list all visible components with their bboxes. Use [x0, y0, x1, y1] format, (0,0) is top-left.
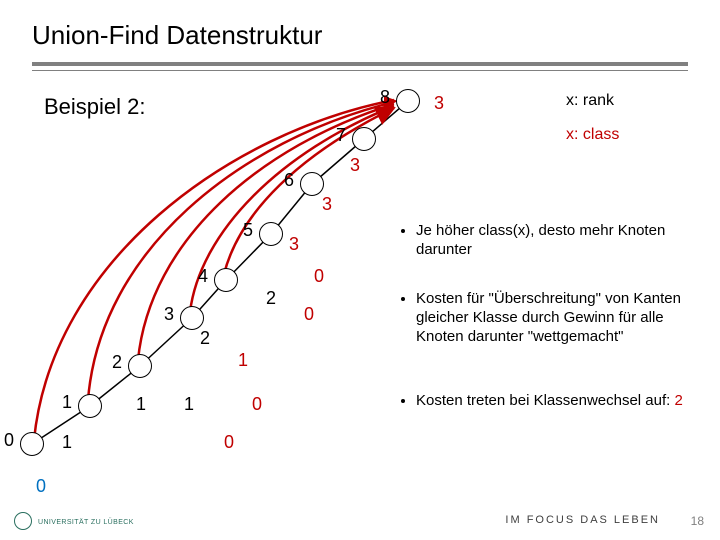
node-label-6: 6 — [284, 170, 294, 191]
node-6 — [300, 172, 324, 196]
rank-value-3: 2 — [266, 288, 276, 309]
node-5 — [259, 222, 283, 246]
node-3 — [180, 306, 204, 330]
class-value-0: 0 — [224, 432, 234, 453]
rank-zero-bottom: 0 — [36, 476, 46, 497]
divider-thick — [32, 62, 688, 66]
rank-value-1: 1 — [136, 394, 146, 415]
rank-value-2: 2 — [200, 328, 210, 349]
rank-value-0: 1 — [62, 432, 72, 453]
extra-value-1: 1 — [184, 394, 194, 415]
university-logo-icon — [14, 512, 32, 530]
class-value-4: 0 — [314, 266, 324, 287]
bullet-0: Je höher class(x), desto mehr Knoten dar… — [398, 222, 694, 260]
class-value-8: 3 — [434, 93, 444, 114]
class-value-6: 3 — [322, 194, 332, 215]
divider-thin — [32, 70, 688, 71]
bullet-2: Kosten treten bei Klassenwechsel auf: 2 — [398, 392, 694, 411]
node-4 — [214, 268, 238, 292]
slide-title: Union-Find Datenstruktur — [32, 20, 322, 51]
node-2 — [128, 354, 152, 378]
legend-rank: x: rank — [566, 92, 614, 110]
node-label-3: 3 — [164, 304, 174, 325]
footer-tag: IM FOCUS DAS LEBEN — [505, 514, 660, 526]
node-label-5: 5 — [243, 220, 253, 241]
node-label-4: 4 — [198, 266, 208, 287]
class-value-3: 0 — [304, 304, 314, 325]
class-value-1: 0 — [252, 394, 262, 415]
page-number: 18 — [691, 514, 704, 528]
node-label-2: 2 — [112, 352, 122, 373]
node-0 — [20, 432, 44, 456]
node-label-1: 1 — [62, 392, 72, 413]
edges-svg — [0, 0, 720, 540]
class-value-7: 3 — [350, 155, 360, 176]
node-label-7: 7 — [336, 125, 346, 146]
slide: Union-Find Datenstruktur Beispiel 2: x: … — [0, 0, 720, 540]
node-label-0: 0 — [4, 430, 14, 451]
bullet-1: Kosten für "Überschreitung" von Kanten g… — [398, 290, 694, 346]
slide-subtitle: Beispiel 2: — [44, 94, 146, 120]
node-8 — [396, 89, 420, 113]
footer-brand: UNIVERSITÄT ZU LÜBECK — [38, 519, 134, 526]
class-value-2: 1 — [238, 350, 248, 371]
legend-class: x: class — [566, 126, 619, 144]
node-7 — [352, 127, 376, 151]
node-label-8: 8 — [380, 87, 390, 108]
node-1 — [78, 394, 102, 418]
class-value-5: 3 — [289, 234, 299, 255]
